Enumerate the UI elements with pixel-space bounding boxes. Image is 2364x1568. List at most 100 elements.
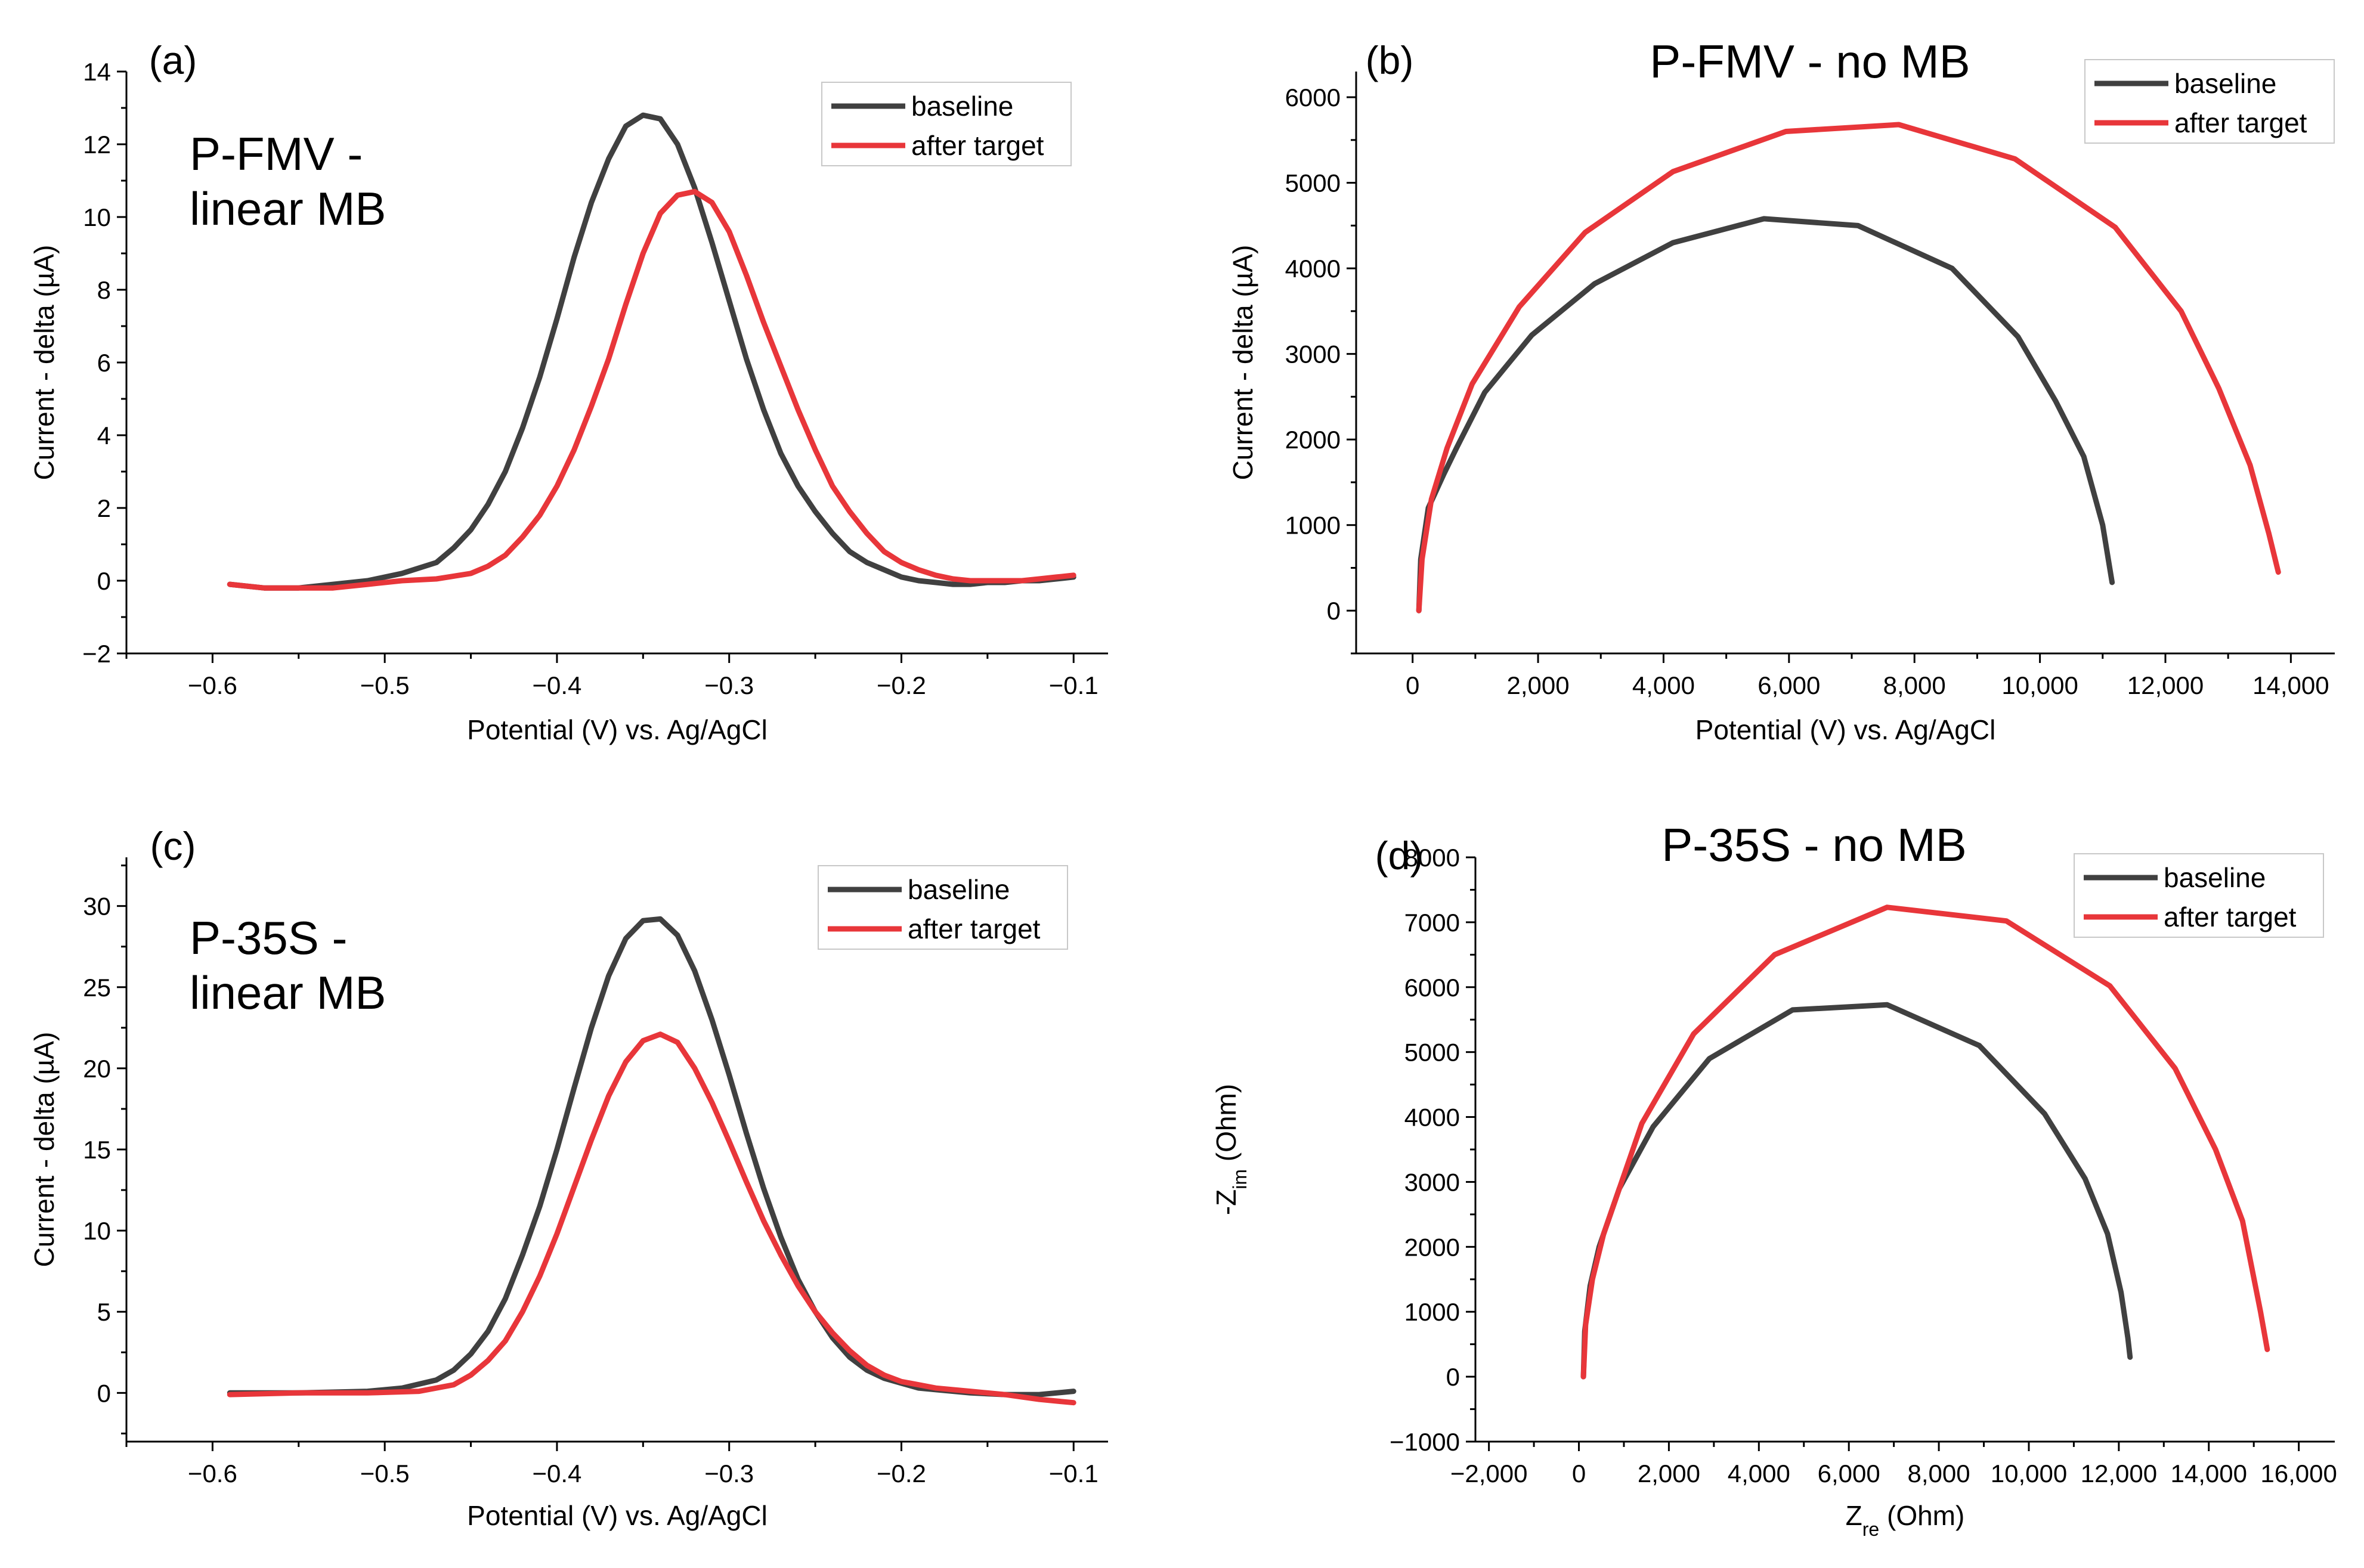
x-tick-label: −0.3	[704, 671, 754, 699]
y-axis-title: Current - delta (µA)	[29, 1032, 60, 1268]
legend-box	[818, 865, 1068, 950]
legend-label: baseline	[911, 91, 1013, 122]
panel-label: (b)	[1366, 38, 1414, 82]
x-tick-label: 0	[1572, 1459, 1586, 1488]
annotation-line: P-35S -	[190, 912, 347, 964]
y-tick-label: 15	[83, 1136, 111, 1164]
y-tick-label: 2000	[1285, 426, 1341, 454]
series-line-after-target	[1580, 904, 2270, 1380]
x-axis-title: Potential (V) vs. Ag/AgCl	[1695, 714, 1996, 745]
chart-panel-1: −0.6 −0.5 −0.4 −0.3 −0.2 −0.1 −2 0 2 4 6 8 10 12 14 Pot…	[29, 38, 1108, 745]
legend-box	[2084, 59, 2335, 144]
chart-panel-2: 0 2,000 4,000 6,000 8,000 10,000 12,000 14,000 0…	[1227, 35, 2335, 745]
series-line-baseline	[227, 112, 1076, 591]
legend-label: baseline	[2164, 862, 2266, 893]
y-tick-label: 0	[97, 567, 111, 595]
x-tick-label: 12,000	[2081, 1459, 2157, 1488]
y-axis-title: Current - delta (µA)	[29, 245, 60, 481]
series-line-after-target	[1416, 122, 2281, 613]
y-tick-label: 6000	[1285, 83, 1341, 111]
x-tick-label: −0.3	[704, 1459, 754, 1488]
x-tick-label: −0.1	[1049, 1459, 1099, 1488]
x-tick-label: −0.6	[188, 1459, 237, 1488]
y-tick-label: 10	[83, 1217, 111, 1245]
series-line-after-target	[227, 1031, 1076, 1406]
x-tick-label: 8,000	[1883, 671, 1946, 699]
annotation-line: linear MB	[190, 182, 386, 235]
x-tick-label: 0	[1406, 671, 1419, 699]
y-tick-label: −2	[82, 640, 111, 668]
y-tick-label: 4	[97, 422, 111, 450]
x-tick-label: 6,000	[1757, 671, 1820, 699]
y-tick-label: 2	[97, 494, 111, 522]
y-tick-label: 30	[83, 893, 111, 921]
x-tick-label: −0.2	[877, 1459, 926, 1488]
y-tick-label: 5000	[1404, 1039, 1460, 1067]
y-tick-label: 3000	[1404, 1168, 1460, 1196]
legend-label: baseline	[2174, 68, 2276, 99]
y-tick-label: 5	[97, 1298, 111, 1326]
legend-box	[821, 82, 1072, 166]
x-tick-label: −0.5	[360, 671, 410, 699]
x-tick-label: −0.2	[877, 671, 926, 699]
y-tick-label: 8	[97, 276, 111, 304]
panel-label: (c)	[150, 824, 196, 868]
chart-panel-4: −2,000 0 2,000 4,000 6,000 8,000 10,000 12,000 1…	[1211, 819, 2337, 1540]
x-tick-label: 12,000	[2127, 671, 2204, 699]
x-tick-label: 10,000	[2001, 671, 2078, 699]
y-tick-label: 0	[1327, 597, 1341, 625]
panel-label: (a)	[149, 38, 197, 82]
annotation-line: linear MB	[190, 966, 386, 1019]
series-line-baseline	[1416, 216, 2115, 613]
y-tick-label: 7000	[1404, 909, 1460, 937]
x-axis-title: Potential (V) vs. Ag/AgCl	[467, 1500, 768, 1531]
y-tick-label: 6000	[1404, 974, 1460, 1002]
x-tick-label: 4,000	[1632, 671, 1695, 699]
y-axis-title: -Zim (Ohm)	[1211, 1084, 1251, 1215]
x-tick-label: −0.1	[1049, 671, 1099, 699]
x-tick-label: −0.6	[188, 671, 237, 699]
y-axis-title: Current - delta (µA)	[1227, 245, 1258, 481]
y-tick-label: 10	[83, 203, 111, 231]
x-tick-label: 16,000	[2260, 1459, 2337, 1488]
y-tick-label: 1000	[1404, 1298, 1460, 1326]
series-line-baseline	[1580, 1002, 2133, 1380]
y-tick-label: −1000	[1390, 1428, 1460, 1456]
y-tick-label: 4000	[1404, 1104, 1460, 1132]
x-tick-label: 14,000	[2252, 671, 2329, 699]
legend-label: baseline	[908, 874, 1010, 905]
y-tick-label: 1000	[1285, 512, 1341, 540]
x-tick-label: −0.4	[532, 1459, 581, 1488]
x-tick-label: 2,000	[1638, 1459, 1700, 1488]
series-line-after-target	[227, 188, 1076, 591]
x-tick-label: 14,000	[2171, 1459, 2247, 1488]
x-tick-label: 2,000	[1507, 671, 1570, 699]
y-tick-label: 6	[97, 349, 111, 377]
y-tick-label: 25	[83, 974, 111, 1002]
x-tick-label: −0.4	[532, 671, 581, 699]
x-tick-label: 10,000	[1991, 1459, 2067, 1488]
x-tick-label: −2,000	[1450, 1459, 1528, 1488]
x-tick-label: 4,000	[1728, 1459, 1790, 1488]
legend-label: after target	[2174, 107, 2307, 138]
panel-label: (d)	[1375, 833, 1424, 878]
legend-box	[2074, 853, 2324, 938]
legend-label: after target	[911, 130, 1044, 161]
y-tick-label: 12	[83, 131, 111, 159]
x-tick-label: 8,000	[1908, 1459, 1970, 1488]
y-tick-label: 0	[1446, 1363, 1460, 1391]
x-tick-label: 6,000	[1818, 1459, 1880, 1488]
y-tick-label: 20	[83, 1055, 111, 1083]
annotation-line: P-FMV -	[190, 128, 363, 180]
y-tick-label: 3000	[1285, 340, 1341, 368]
y-tick-label: 14	[83, 58, 111, 86]
plot-title: P-35S - no MB	[1661, 819, 1967, 871]
y-tick-label: 0	[97, 1379, 111, 1407]
y-tick-label: 8000	[1404, 844, 1460, 872]
legend-label: after target	[908, 913, 1041, 944]
x-tick-label: −0.5	[360, 1459, 410, 1488]
y-tick-label: 2000	[1404, 1233, 1460, 1261]
x-axis-title: Zre (Ohm)	[1846, 1500, 1965, 1540]
chart-panel-3: −0.6 −0.5 −0.4 −0.3 −0.2 −0.1 0 5 10 15 20 25 30 Pote…	[29, 824, 1108, 1531]
